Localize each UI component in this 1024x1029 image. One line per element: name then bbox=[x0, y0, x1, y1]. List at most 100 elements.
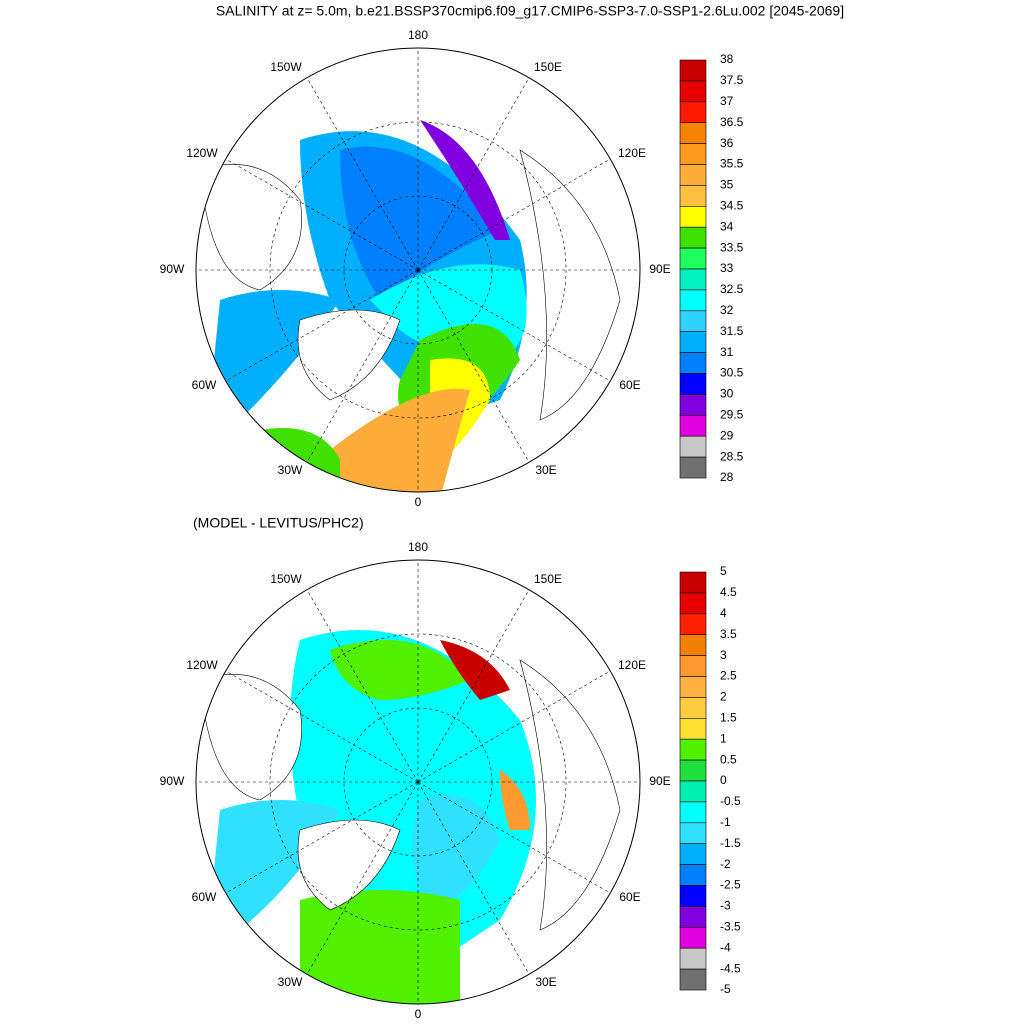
meridian bbox=[306, 781, 419, 975]
colorbar-box bbox=[679, 456, 707, 479]
colorbar-box bbox=[679, 676, 707, 698]
colorbar-box bbox=[679, 906, 707, 928]
colorbar-box bbox=[679, 373, 707, 395]
colorbar-label: 4.5 bbox=[720, 585, 737, 599]
meridian bbox=[225, 158, 419, 271]
colorbar-box bbox=[679, 697, 707, 719]
colorbar-box bbox=[679, 655, 707, 677]
longitude-label: 180 bbox=[408, 28, 428, 42]
colorbar-label: 30.5 bbox=[720, 366, 744, 380]
longitude-label: 30E bbox=[535, 975, 556, 989]
meridian bbox=[306, 269, 419, 463]
longitude-label: 150E bbox=[534, 572, 562, 586]
colorbar-label: 1.5 bbox=[720, 710, 737, 724]
longitude-label: 120W bbox=[186, 658, 218, 672]
colorbar-box bbox=[679, 331, 707, 353]
longitude-label: 0 bbox=[415, 495, 422, 509]
meridian bbox=[417, 670, 611, 783]
colorbar-label: 37.5 bbox=[720, 73, 744, 87]
longitude-label: 0 bbox=[415, 1007, 422, 1021]
colorbar-label: -1 bbox=[720, 815, 731, 829]
colorbar-box bbox=[679, 571, 707, 594]
colorbar-label: 28.5 bbox=[720, 449, 744, 463]
longitude-label: 90E bbox=[649, 262, 670, 276]
colorbar-box bbox=[679, 634, 707, 656]
longitude-label: 60W bbox=[192, 378, 217, 392]
colorbar-box bbox=[679, 122, 707, 144]
colorbar-box bbox=[679, 59, 707, 82]
latitude-circle bbox=[269, 633, 567, 931]
colorbar-label: -2 bbox=[720, 857, 731, 871]
colorbar-box bbox=[679, 394, 707, 416]
longitude-label: 90W bbox=[160, 262, 185, 276]
colorbar-box bbox=[679, 164, 707, 186]
colorbar-label: 32.5 bbox=[720, 282, 744, 296]
colorbar-label: 36.5 bbox=[720, 115, 744, 129]
colorbar-box bbox=[679, 759, 707, 782]
colorbar-label: 3 bbox=[720, 648, 727, 662]
subtitle: (MODEL - LEVITUS/PHC2) bbox=[193, 515, 364, 531]
meridian bbox=[306, 589, 419, 783]
meridian bbox=[225, 781, 419, 894]
longitude-label: 30E bbox=[535, 463, 556, 477]
longitude-label: 30W bbox=[278, 975, 303, 989]
colorbar-box bbox=[679, 185, 707, 207]
colorbar-label: 0 bbox=[720, 773, 727, 787]
colorbar-label: 28 bbox=[720, 470, 734, 484]
map-border bbox=[195, 47, 641, 493]
meridian bbox=[417, 589, 530, 783]
colorbar-box bbox=[679, 268, 707, 291]
longitude-label: 150W bbox=[270, 60, 302, 74]
meridian bbox=[417, 269, 530, 463]
colorbar-label: 29 bbox=[720, 428, 734, 442]
colorbar-label: 3.5 bbox=[720, 627, 737, 641]
meridian bbox=[225, 269, 419, 382]
colorbar-label: 5 bbox=[720, 564, 727, 578]
colorbar-label: -0.5 bbox=[720, 794, 741, 808]
meridian bbox=[417, 781, 611, 894]
colorbar-box bbox=[679, 80, 707, 103]
colorbar-box bbox=[679, 613, 707, 635]
colorbar-box bbox=[679, 738, 707, 761]
colorbar-label: 34 bbox=[720, 219, 734, 233]
colorbar-label: 35 bbox=[720, 178, 734, 192]
colorbar-label: 38 bbox=[720, 52, 734, 66]
colorbar-label: -5 bbox=[720, 982, 731, 996]
longitude-label: 120E bbox=[618, 146, 646, 160]
colorbar-box bbox=[679, 226, 707, 249]
longitude-label: 90W bbox=[160, 774, 185, 788]
colorbar-label: -3.5 bbox=[720, 919, 741, 933]
colorbar-box bbox=[679, 592, 707, 615]
meridian bbox=[225, 670, 419, 783]
colorbar-label: 36 bbox=[720, 136, 734, 150]
colorbar-box bbox=[679, 143, 707, 165]
colorbar-box bbox=[679, 926, 707, 949]
colorbar-box bbox=[679, 864, 707, 886]
meridian bbox=[417, 158, 611, 271]
longitude-label: 30W bbox=[278, 463, 303, 477]
meridian bbox=[417, 77, 530, 271]
colorbar-label: 31.5 bbox=[720, 324, 744, 338]
colorbar-label: 4 bbox=[720, 606, 727, 620]
colorbar-label: 31 bbox=[720, 345, 734, 359]
colorbar-box bbox=[679, 247, 707, 270]
colorbar-label: 30 bbox=[720, 387, 734, 401]
colorbar-label: -4.5 bbox=[720, 961, 741, 975]
colorbar-label: 0.5 bbox=[720, 752, 737, 766]
colorbar-label: 2.5 bbox=[720, 669, 737, 683]
colorbar-box bbox=[679, 310, 707, 332]
colorbar-label: 29.5 bbox=[720, 407, 744, 421]
colorbar-label: 33.5 bbox=[720, 240, 744, 254]
colorbar-box bbox=[679, 435, 707, 458]
map-border bbox=[195, 559, 641, 1005]
title: SALINITY at z= 5.0m, b.e21.BSSP370cmip6.… bbox=[216, 3, 844, 19]
colorbar-label: -1.5 bbox=[720, 836, 741, 850]
longitude-label: 150E bbox=[534, 60, 562, 74]
colorbar-box bbox=[679, 843, 707, 865]
meridian bbox=[417, 781, 530, 975]
colorbar-box bbox=[679, 717, 707, 740]
colorbar-label: 37 bbox=[720, 94, 734, 108]
colorbar-box bbox=[679, 206, 707, 228]
colorbar-box bbox=[679, 414, 707, 437]
